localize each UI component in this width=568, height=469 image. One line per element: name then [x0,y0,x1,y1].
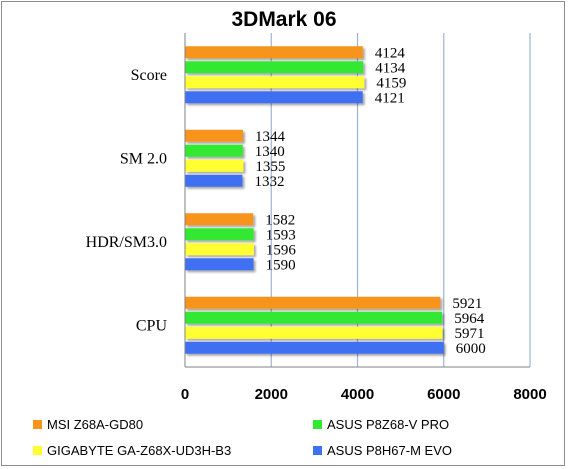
category-label: CPU [136,317,168,334]
data-label: 6000 [456,341,486,357]
legend-item: MSI Z68A-GD80 [33,417,143,432]
bar [185,144,243,157]
data-label: 5971 [454,326,484,342]
bar [185,91,363,104]
x-tick-label: 8000 [513,386,546,403]
legend-label: GIGABYTE GA-Z68X-UD3H-B3 [47,443,232,458]
legend-item: GIGABYTE GA-Z68X-UD3H-B3 [33,443,231,458]
bar [185,76,365,89]
legend-item: ASUS P8Z68-V PRO [313,417,449,432]
bar [185,129,243,142]
data-label: 4121 [375,90,405,106]
category-label: SM 2.0 [120,150,167,167]
bar [185,296,441,309]
bar [185,61,364,74]
bar [185,326,443,339]
data-label: 1332 [254,174,284,190]
data-label: 5921 [452,296,482,312]
grid-lines [270,33,531,367]
x-tick-label: 4000 [341,386,374,403]
data-label: 1596 [266,242,297,258]
data-label: 1582 [265,212,295,228]
legend-swatch [33,420,42,429]
legend-swatch [313,420,322,429]
legend-swatch [313,446,322,455]
data-label: 1593 [266,227,296,243]
data-label: 4159 [376,75,406,91]
data-label: 1590 [266,257,296,273]
data-label: 1344 [255,129,286,145]
bars [185,46,444,354]
category-label: Score [131,67,167,84]
data-label: 4124 [375,45,406,61]
bar [185,174,243,187]
data-label: 1355 [255,159,285,175]
legend-item: ASUS P8H67-M EVO [313,443,452,458]
data-label: 4134 [375,60,406,76]
bar [185,341,444,354]
legend-label: MSI Z68A-GD80 [47,417,144,432]
legend-label: ASUS P8Z68-V PRO [327,417,450,432]
bar [185,228,254,241]
bar [185,311,443,324]
axes: 0 2000 4000 6000 8000 Score SM 2.0 HDR/SM3.0 CPU [86,33,547,403]
category-label: HDR/SM3.0 [86,234,167,251]
x-tick-label: 2000 [255,386,288,403]
data-label: 5964 [454,311,485,327]
bar [185,213,254,226]
x-tick-label: 6000 [427,386,460,403]
x-tick-label: 0 [181,386,189,403]
bar [185,258,254,271]
chart-title: 3DMark 06 [231,8,337,31]
bar [185,243,254,256]
legend-label: ASUS P8H67-M EVO [327,443,452,458]
legend-swatch [33,446,42,455]
bar [185,159,244,172]
bar [185,46,363,59]
data-label: 1340 [255,144,285,160]
